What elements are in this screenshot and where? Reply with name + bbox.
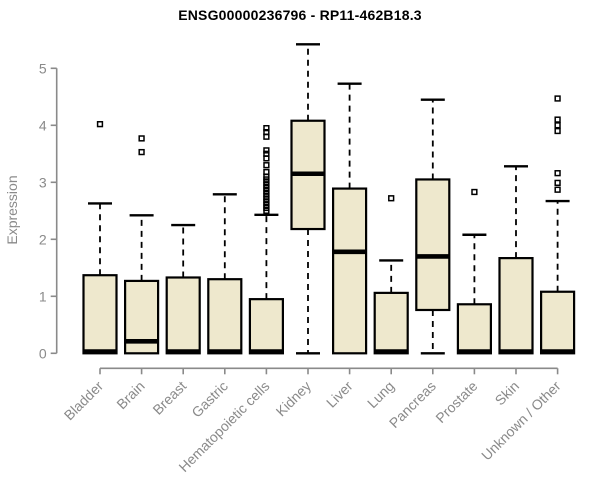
box-prostate — [456, 188, 492, 355]
y-tick-label: 0 — [39, 345, 47, 361]
x-tick-label-liver: Liver — [323, 378, 356, 411]
outlier-point — [263, 147, 270, 154]
x-tick-label-skin: Skin — [492, 378, 523, 409]
x-tick-label-unknown-other: Unknown / Other — [478, 378, 564, 464]
y-tick-label: 3 — [39, 174, 47, 190]
box-lung — [373, 195, 409, 355]
box-pancreas — [415, 98, 451, 355]
outlier-point — [554, 170, 561, 177]
y-tick-label: 5 — [39, 60, 47, 76]
box-skin — [498, 165, 534, 355]
outlier-point — [138, 135, 145, 142]
outlier-point — [263, 162, 270, 169]
outlier-point — [554, 186, 561, 193]
iqr-box — [332, 187, 368, 355]
iqr-box — [415, 178, 451, 312]
x-tick-label-bladder: Bladder — [61, 378, 107, 424]
outlier-point — [554, 95, 561, 102]
outlier-point — [138, 148, 145, 156]
iqr-box — [165, 276, 201, 355]
outlier-point — [554, 116, 561, 123]
y-tick-label: 4 — [39, 117, 47, 133]
x-tick-label-prostate: Prostate — [432, 378, 480, 426]
outlier-point — [388, 195, 395, 202]
iqr-box — [498, 257, 534, 355]
x-tick-label-kidney: Kidney — [273, 378, 315, 420]
box-bladder — [82, 121, 118, 355]
box-gastric — [207, 193, 243, 355]
outlier-point — [96, 121, 104, 128]
outlier-point — [554, 127, 561, 135]
outlier-point — [263, 150, 270, 157]
iqr-box — [539, 290, 576, 355]
y-tick-label: 1 — [39, 288, 47, 304]
box-liver — [332, 82, 368, 355]
iqr-box — [248, 298, 284, 355]
y-tick-label: 2 — [39, 231, 47, 247]
box-breast — [165, 223, 201, 355]
box-brain — [123, 135, 160, 355]
x-tick-label-lung: Lung — [364, 378, 397, 411]
iqr-box — [207, 278, 243, 355]
x-tick-label-breast: Breast — [149, 378, 189, 418]
iqr-box — [373, 291, 409, 355]
outlier-point — [263, 128, 270, 136]
box-hematopoietic-cells — [248, 125, 284, 355]
outlier-point — [263, 168, 270, 176]
iqr-box — [456, 303, 492, 355]
outlier-point — [554, 122, 561, 129]
outlier-point — [471, 188, 478, 196]
x-tick-label-brain: Brain — [113, 378, 147, 412]
outlier-point — [554, 179, 561, 187]
iqr-box — [82, 274, 118, 355]
outlier-point — [263, 125, 270, 132]
box-kidney — [290, 43, 326, 355]
box-unknown-other — [539, 95, 576, 355]
chart-title: ENSG00000236796 - RP11-462B18.3 — [178, 7, 422, 23]
